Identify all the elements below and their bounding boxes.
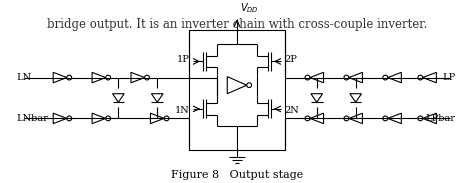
Text: LNbar: LNbar [16,114,48,123]
Text: 2N: 2N [285,106,300,115]
Text: Figure 8   Output stage: Figure 8 Output stage [171,170,303,180]
Text: 1P: 1P [176,55,189,64]
Polygon shape [350,94,362,102]
Text: $V_{DD}$: $V_{DD}$ [240,1,259,15]
Polygon shape [151,94,163,102]
Text: bridge output. It is an inverter chain with cross-couple inverter.: bridge output. It is an inverter chain w… [47,18,427,31]
Text: LP: LP [443,73,456,82]
Text: 1N: 1N [174,106,189,115]
Polygon shape [112,94,124,102]
Text: LN: LN [16,73,31,82]
Text: 2P: 2P [285,55,298,64]
Polygon shape [311,94,323,102]
Text: LPbar: LPbar [426,114,456,123]
Bar [189,30,285,150]
